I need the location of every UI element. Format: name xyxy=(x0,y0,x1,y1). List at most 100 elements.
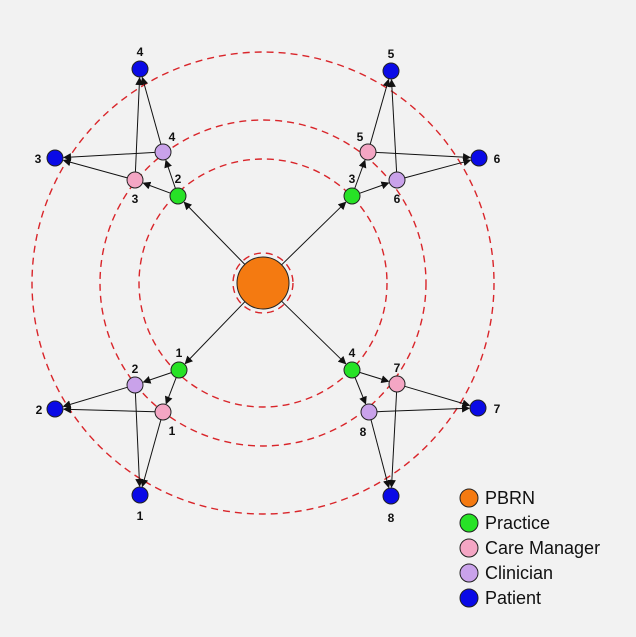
care-manager-label: 1 xyxy=(169,424,176,438)
patient-node-7: 7 xyxy=(469,399,501,417)
edge-pbrn-pr2 xyxy=(183,201,246,265)
edge-cm3-pa3 xyxy=(62,158,128,179)
patient-circle xyxy=(46,400,64,418)
clinician-node-2: 2 xyxy=(126,362,144,394)
legend-label: Care Manager xyxy=(485,538,600,558)
patient-circle xyxy=(382,487,400,505)
patient-node-5: 5 xyxy=(382,47,400,80)
care-manager-node-5: 5 xyxy=(357,130,377,161)
edge-cl6-pa6 xyxy=(404,158,472,179)
clinician-node-4: 4 xyxy=(154,130,176,161)
care-manager-circle xyxy=(126,171,144,189)
clinician-node-6: 6 xyxy=(388,171,406,206)
orbit-ring-1 xyxy=(232,252,294,314)
edge-cm3-pa4 xyxy=(134,77,144,173)
legend-label: PBRN xyxy=(485,488,535,508)
edge-cm7-pa7 xyxy=(404,385,471,408)
care-manager-circle xyxy=(154,403,172,421)
clinician-label: 6 xyxy=(394,192,401,206)
clinician-circle xyxy=(388,171,406,189)
care-manager-node-7: 7 xyxy=(388,361,406,393)
patient-circle xyxy=(469,399,487,417)
edge-pr1-cl2 xyxy=(142,372,172,384)
patient-node-4: 4 xyxy=(131,45,149,78)
clinician-circle xyxy=(126,376,144,394)
pink-circle-icon xyxy=(459,538,479,558)
orbit-rings xyxy=(31,51,495,515)
edge-cm7-pa8 xyxy=(387,391,398,488)
patient-circle xyxy=(470,149,488,167)
edge-pr3-cl6 xyxy=(359,181,390,194)
patient-label: 2 xyxy=(36,403,43,417)
lavender-circle-icon xyxy=(459,563,479,583)
patient-node-1: 1 xyxy=(131,486,149,523)
edge-pbrn-pr1 xyxy=(184,301,246,365)
edge-cl6-pa5 xyxy=(387,79,398,173)
clinician-circle xyxy=(154,143,172,161)
practice-label: 3 xyxy=(349,172,356,186)
edge-cl4-pa4 xyxy=(140,76,162,145)
care-manager-circle xyxy=(359,143,377,161)
practice-circle xyxy=(343,187,361,205)
practice-node-1: 1 xyxy=(170,346,188,379)
care-manager-label: 7 xyxy=(394,361,401,375)
network-edges xyxy=(62,76,472,489)
legend-item-care-manager: Care Manager xyxy=(459,538,600,558)
patient-label: 5 xyxy=(388,47,395,61)
legend-item-clinician: Clinician xyxy=(459,563,553,583)
practice-label: 2 xyxy=(175,172,182,186)
pbrn-node-pbrn xyxy=(236,256,290,310)
orbit-ring-3 xyxy=(99,119,427,447)
practice-circle xyxy=(169,187,187,205)
practice-label: 4 xyxy=(349,346,356,360)
patient-label: 8 xyxy=(388,511,395,525)
legend: PBRN Practice Care Manager Clinician Patient xyxy=(459,488,600,608)
blue-circle-icon xyxy=(459,588,479,608)
patient-circle xyxy=(382,62,400,80)
clinician-node-8: 8 xyxy=(360,403,378,439)
practice-label: 1 xyxy=(176,346,183,360)
edge-cl4-pa3 xyxy=(63,151,156,162)
legend-label: Practice xyxy=(485,513,550,533)
pbrn-circle xyxy=(236,256,290,310)
orbit-ring-2 xyxy=(138,158,388,408)
edge-pr2-cl4 xyxy=(164,159,176,189)
edge-cm5-pa5 xyxy=(369,78,391,145)
edge-pbrn-pr4 xyxy=(281,300,347,365)
edge-pr1-cm1 xyxy=(164,377,177,405)
edge-pr4-cl8 xyxy=(354,377,367,405)
patient-label: 1 xyxy=(137,509,144,523)
patient-circle xyxy=(131,486,149,504)
practice-node-3: 3 xyxy=(343,172,361,205)
patient-label: 6 xyxy=(494,152,501,166)
edge-pbrn-pr3 xyxy=(281,201,347,266)
edge-pr4-cm7 xyxy=(359,371,390,384)
practice-node-2: 2 xyxy=(169,172,187,205)
edge-cm1-pa2 xyxy=(63,405,156,414)
practice-circle xyxy=(170,361,188,379)
legend-item-pbrn: PBRN xyxy=(459,488,535,508)
edge-pr2-cm3 xyxy=(142,181,171,194)
clinician-label: 2 xyxy=(132,362,139,376)
care-manager-node-3: 3 xyxy=(126,171,144,206)
patient-circle xyxy=(46,149,64,167)
patient-label: 7 xyxy=(494,402,501,416)
network-nodes: 1 2 3 4 1 3 5 7 2 4 6 8 1 2 3 4 5 6 7 8 xyxy=(35,45,501,525)
practice-node-4: 4 xyxy=(343,346,361,379)
practice-circle xyxy=(343,361,361,379)
edge-cl8-pa8 xyxy=(370,419,391,489)
care-manager-circle xyxy=(388,375,406,393)
care-manager-label: 3 xyxy=(132,192,139,206)
patient-node-3: 3 xyxy=(35,149,64,167)
legend-label: Patient xyxy=(485,588,541,608)
legend-item-practice: Practice xyxy=(459,513,550,533)
edge-cl2-pa2 xyxy=(62,386,128,409)
legend-item-patient: Patient xyxy=(459,588,541,608)
care-manager-node-1: 1 xyxy=(154,403,176,438)
edge-pr3-cm5 xyxy=(354,159,367,189)
patient-node-2: 2 xyxy=(36,400,64,418)
patient-node-8: 8 xyxy=(382,487,400,525)
clinician-circle xyxy=(360,403,378,421)
